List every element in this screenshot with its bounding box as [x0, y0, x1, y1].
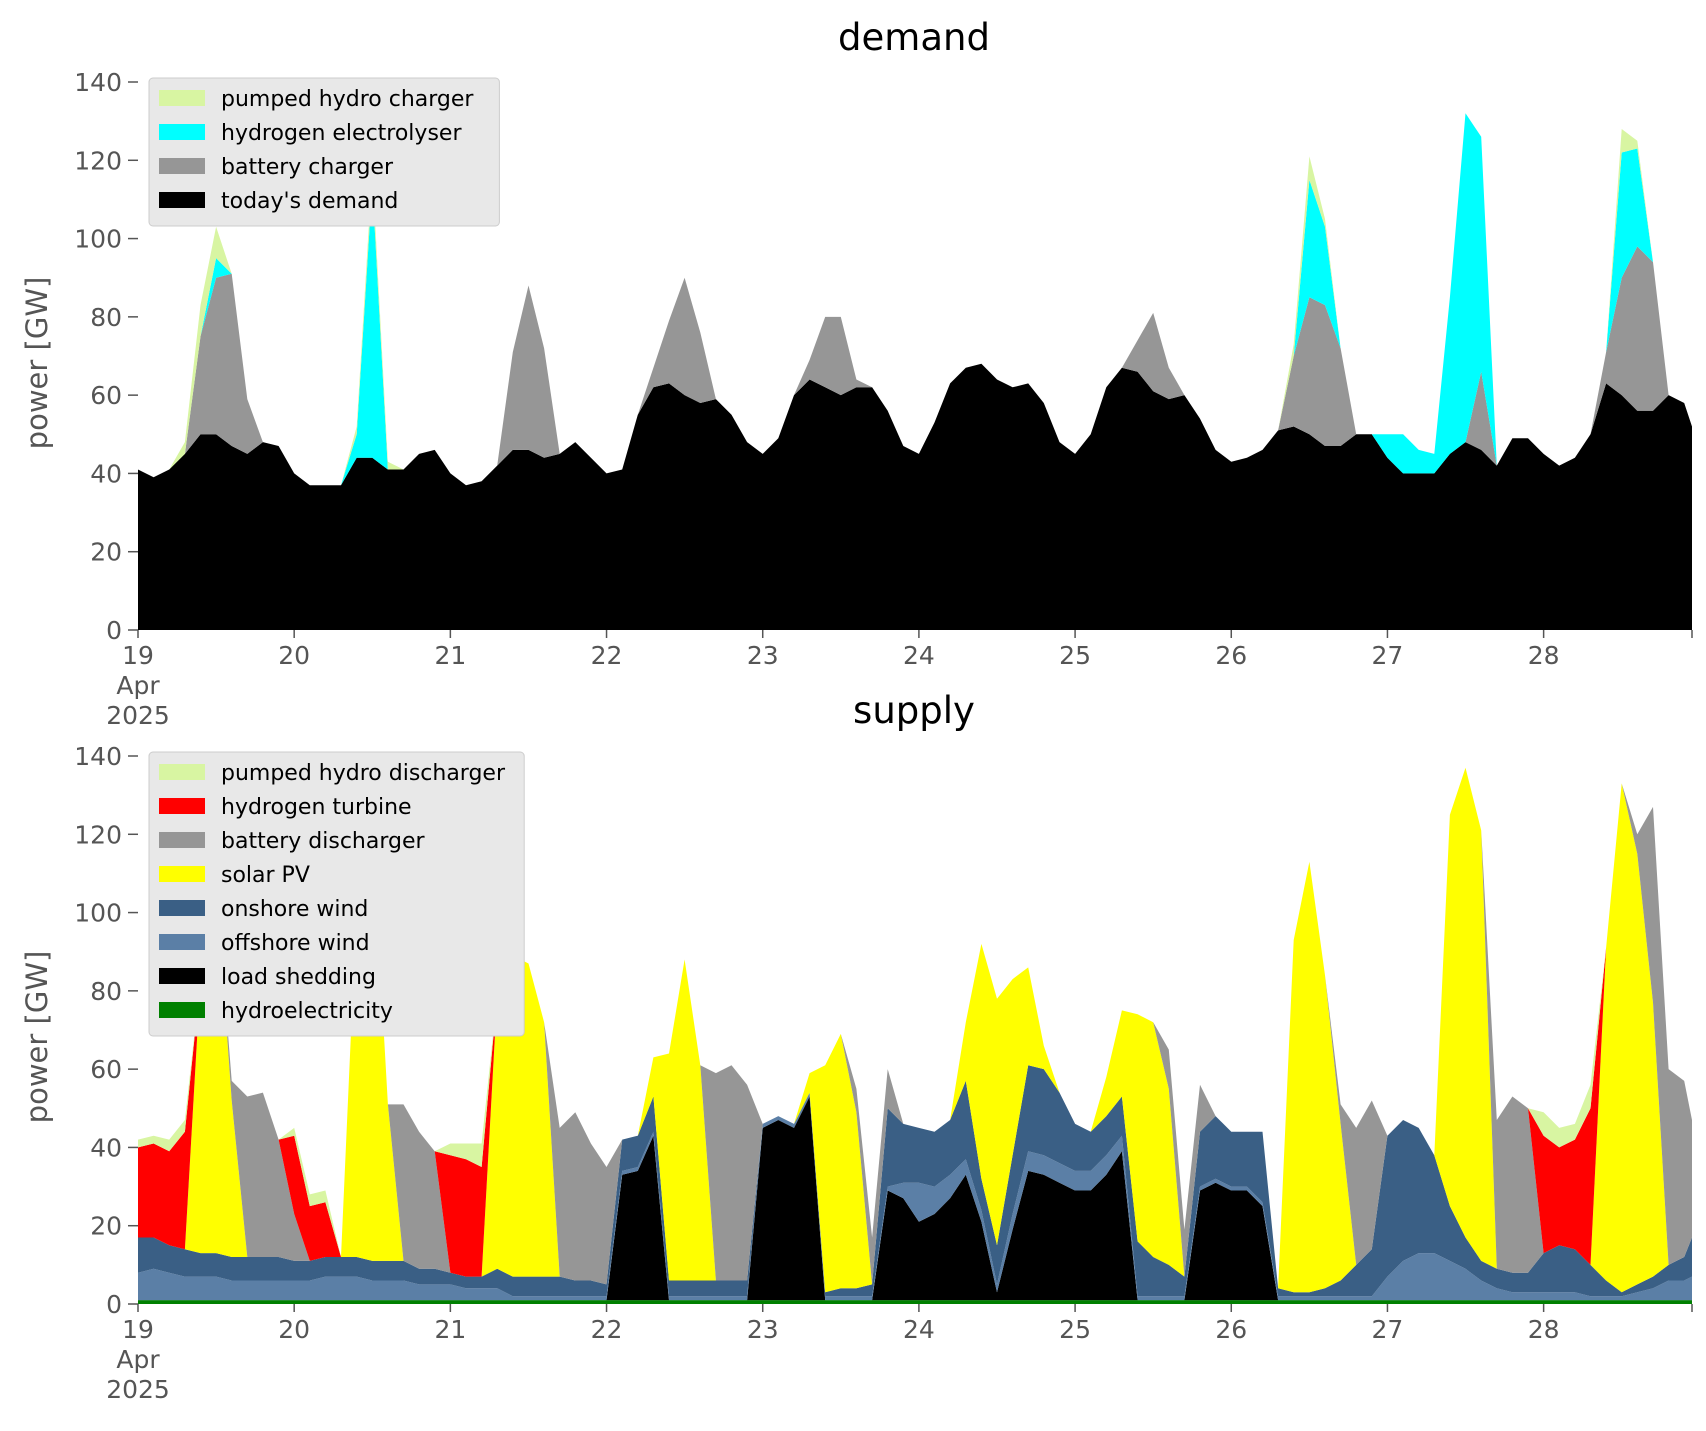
y-tick-label: 80	[90, 303, 122, 332]
x-tick-label: 28	[1528, 1315, 1560, 1344]
area-battery-discharger	[138, 767, 1692, 1289]
supply-chart: supply power [GW] 0 20 40 60 80 100 120 140 19 Ap…	[20, 689, 1693, 1404]
legend-label-solar-pv: solar PV	[221, 863, 310, 888]
y-tick-label: 20	[90, 1212, 122, 1241]
legend-swatch-hydroelectricity	[159, 1002, 205, 1018]
legend-label-pumped-hydro-charger: pumped hydro charger	[221, 87, 474, 112]
y-tick-label: 0	[106, 1290, 122, 1319]
y-tick-label: 140	[74, 742, 122, 771]
supply-y-axis-label: power [GW]	[20, 951, 54, 1124]
legend-swatch-load-shedding	[159, 968, 205, 984]
legend-label-battery-charger: battery charger	[221, 155, 394, 180]
demand-y-axis-label: power [GW]	[20, 277, 54, 450]
area-offshore-wind	[138, 1092, 1692, 1301]
legend-swatch-onshore-wind	[159, 900, 205, 916]
legend-swatch-pumped-hydro-discharger	[159, 764, 205, 780]
x-tick-label: 27	[1372, 1315, 1404, 1344]
x-tick-label: 24	[903, 641, 935, 670]
area-hydroelectricity	[138, 1300, 1692, 1304]
y-tick-label: 20	[90, 538, 122, 567]
x-tick-label: 22	[591, 641, 623, 670]
legend-label-hydrogen-turbine: hydrogen turbine	[221, 795, 412, 820]
legend-label-load-shedding: load shedding	[221, 965, 376, 990]
supply-legend: pumped hydro discharger hydrogen turbine b…	[148, 751, 525, 1037]
demand-chart-title: demand	[838, 16, 990, 59]
y-tick-label: 40	[90, 1133, 122, 1162]
area-today-s-demand	[138, 363, 1692, 630]
legend-swatch-battery-charger	[159, 158, 205, 174]
x-tick-label: 25	[1059, 1315, 1091, 1344]
y-tick-label: 60	[90, 1055, 122, 1084]
supply-axes: 0 20 40 60 80 100 120 140 19 Apr 2025 20 21 22 23 24 25 2…	[74, 742, 1693, 1404]
legend-label-pumped-hydro-discharger: pumped hydro discharger	[221, 761, 506, 786]
y-tick-label: 100	[74, 225, 122, 254]
demand-chart: demand power [GW] 0 20 40 60 80 100 120 140 19 Ap…	[20, 16, 1693, 730]
legend-swatch-solar-pv	[159, 866, 205, 882]
legend-frame	[148, 77, 500, 227]
legend-swatch-offshore-wind	[159, 934, 205, 950]
x-tick-label: 26	[1215, 1315, 1247, 1344]
x-tick-label: 21	[434, 641, 466, 670]
legend-frame	[148, 751, 525, 1037]
x-tick-label: 25	[1059, 641, 1091, 670]
y-tick-label: 0	[106, 616, 122, 645]
demand-legend: pumped hydro charger hydrogen electrolyse…	[148, 77, 500, 227]
y-tick-label: 80	[90, 977, 122, 1006]
supply-stacked-areas	[138, 767, 1692, 1304]
legend-swatch-hydrogen-electrolyser	[159, 124, 205, 140]
legend-swatch-pumped-hydro-charger	[159, 90, 205, 106]
x-tick-label: 27	[1372, 641, 1404, 670]
y-tick-label: 140	[74, 68, 122, 97]
x-tick-label: 20	[278, 1315, 310, 1344]
legend-label-hydrogen-electrolyser: hydrogen electrolyser	[221, 121, 462, 146]
legend-label-hydroelectricity: hydroelectricity	[221, 999, 393, 1024]
area-onshore-wind	[138, 1065, 1692, 1297]
area-battery-charger	[138, 246, 1692, 486]
supply-chart-title: supply	[853, 689, 975, 732]
legend-label-today-s-demand: today's demand	[221, 189, 398, 214]
legend-label-onshore-wind: onshore wind	[221, 897, 368, 922]
x-tick-label: 28	[1528, 641, 1560, 670]
x-tick-label: 22	[591, 1315, 623, 1344]
legend-swatch-hydrogen-turbine	[159, 798, 205, 814]
x-tick-label: 23	[747, 641, 779, 670]
y-tick-label: 40	[90, 459, 122, 488]
x-tick-label: 21	[434, 1315, 466, 1344]
demand-stacked-areas	[138, 113, 1692, 630]
x-tick-label: 19 Apr 2025	[106, 1315, 170, 1404]
area-solar-pv	[138, 767, 1692, 1293]
x-tick-label: 20	[278, 641, 310, 670]
legend-swatch-battery-discharger	[159, 832, 205, 848]
legend-swatch-today-s-demand	[159, 192, 205, 208]
x-tick-label: 24	[903, 1315, 935, 1344]
x-tick-label: 19 Apr 2025	[106, 641, 170, 730]
legend-label-offshore-wind: offshore wind	[221, 931, 370, 956]
demand-axes: 0 20 40 60 80 100 120 140 19 Apr 2025 20 21 22 23 24 25 2…	[74, 68, 1693, 730]
x-tick-label: 26	[1215, 641, 1247, 670]
y-tick-label: 60	[90, 381, 122, 410]
y-tick-label: 100	[74, 899, 122, 928]
y-tick-label: 120	[74, 146, 122, 175]
x-tick-label: 23	[747, 1315, 779, 1344]
y-tick-label: 120	[74, 820, 122, 849]
area-load-shedding	[138, 1096, 1692, 1301]
legend-label-battery-discharger: battery discharger	[221, 829, 426, 854]
